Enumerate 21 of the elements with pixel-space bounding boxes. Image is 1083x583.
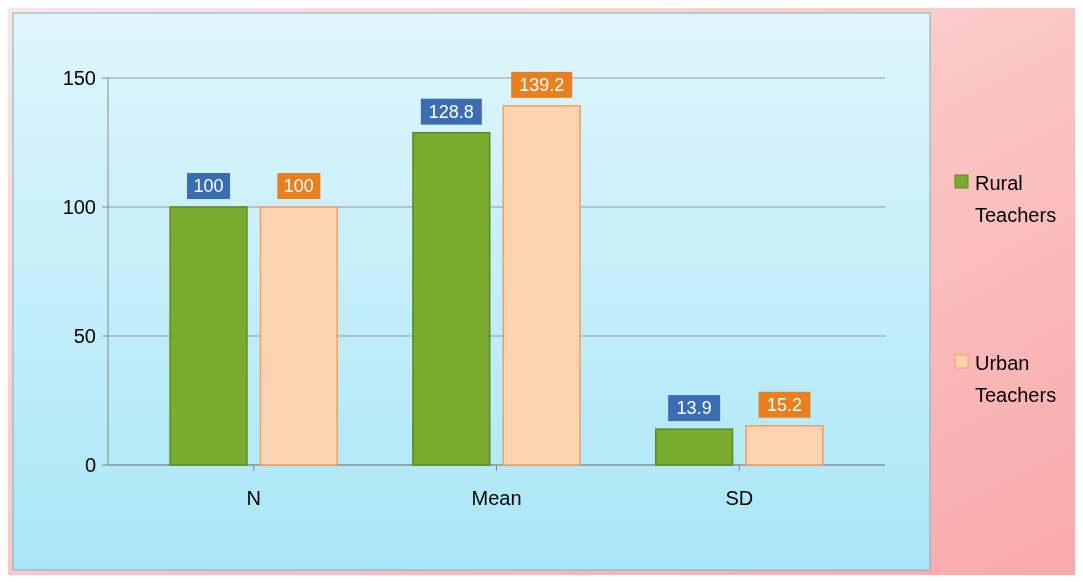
y-tick-label: 100 xyxy=(62,196,96,218)
data-label: 13.9 xyxy=(676,398,712,419)
data-label: 100 xyxy=(283,176,314,196)
data-label: 15.2 xyxy=(766,394,803,415)
bar xyxy=(259,206,339,466)
x-tick-label: N xyxy=(246,487,261,509)
legend-label: Rural Teachers xyxy=(975,172,1057,226)
bar xyxy=(412,131,491,466)
x-tick-label: SD xyxy=(725,487,754,509)
bar xyxy=(745,425,824,466)
data-label: 139.2 xyxy=(519,74,565,95)
y-tick-label: 0 xyxy=(84,454,96,476)
bar xyxy=(654,428,734,466)
legend-label: Urban Teachers xyxy=(975,352,1057,406)
bar xyxy=(502,105,581,466)
bar xyxy=(169,206,248,466)
data-label: 100 xyxy=(193,176,224,196)
data-label: 128.8 xyxy=(428,101,474,122)
y-tick-label: 50 xyxy=(73,325,96,347)
x-tick-label: Mean xyxy=(471,487,522,509)
y-tick-label: 150 xyxy=(62,67,96,89)
